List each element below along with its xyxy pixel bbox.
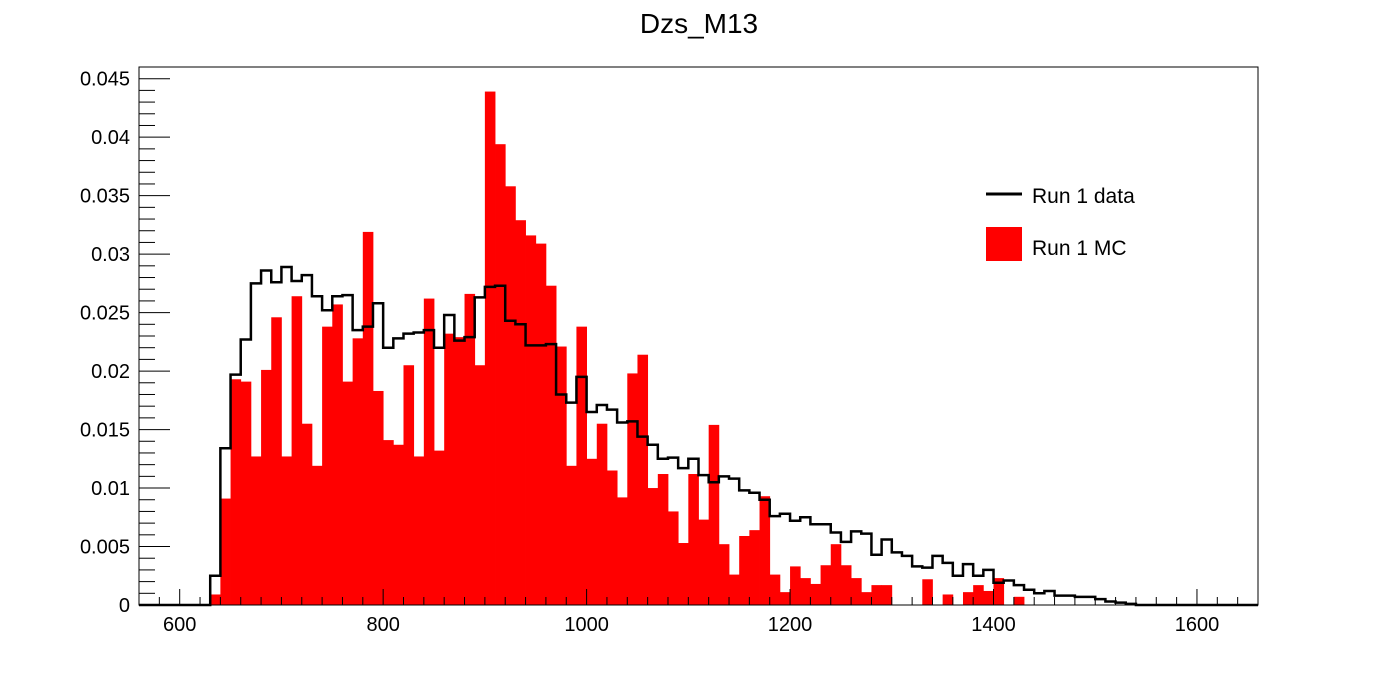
mc-bar <box>779 592 791 605</box>
mc-bar <box>647 488 659 605</box>
mc-bar <box>729 574 740 605</box>
mc-bar <box>678 543 689 605</box>
mc-bar <box>861 592 872 605</box>
legend: Run 1 data Run 1 MC <box>986 185 1135 261</box>
mc-bar <box>627 373 638 605</box>
mc-bar <box>261 369 272 605</box>
mc-bar <box>993 578 1005 605</box>
x-tick-label: 600 <box>163 614 196 636</box>
mc-bar <box>545 285 557 605</box>
legend-swatch-mc <box>986 227 1022 261</box>
mc-bar <box>515 220 526 605</box>
mc-bar <box>372 390 384 605</box>
legend-label-mc: Run 1 MC <box>1032 237 1127 260</box>
mc-bar <box>983 590 994 605</box>
mc-bar <box>871 585 883 605</box>
mc-bar <box>342 381 354 605</box>
mc-bar <box>556 346 567 605</box>
mc-bar <box>311 465 323 605</box>
mc-bar <box>505 186 516 605</box>
mc-bar <box>586 458 598 605</box>
mc-bar <box>840 565 852 605</box>
mc-bar <box>769 574 781 605</box>
mc-bar <box>851 578 862 605</box>
y-tick-label: 0.03 <box>91 244 130 266</box>
mc-bar <box>973 585 984 605</box>
mc-bar <box>576 326 587 605</box>
y-tick-label: 0.035 <box>80 186 130 208</box>
y-tick-label: 0.005 <box>80 537 130 559</box>
mc-bar <box>474 365 486 605</box>
legend-label-data: Run 1 data <box>1032 185 1135 208</box>
mc-bar <box>322 326 333 605</box>
mc-bar <box>820 565 832 605</box>
mc-bar <box>413 456 425 605</box>
mc-bar <box>484 91 496 606</box>
axes: 0 0.005 0.01 0.015 0.02 0.025 0.03 0.035 0.04 0.0… <box>80 66 1259 636</box>
y-tick-label: 0 <box>119 595 130 617</box>
mc-bar <box>301 423 313 605</box>
y-tick-label: 0.015 <box>80 420 130 442</box>
x-tick-label: 1400 <box>971 614 1016 636</box>
y-tick-label: 0.025 <box>80 303 130 325</box>
mc-bar <box>403 365 415 605</box>
mc-bar <box>922 579 933 605</box>
mc-bar <box>962 592 974 605</box>
mc-bar <box>617 497 628 605</box>
mc-bar <box>800 578 811 605</box>
mc-bar <box>210 594 221 605</box>
mc-bar <box>830 544 842 605</box>
x-tick-label: 800 <box>366 614 399 636</box>
mc-bar <box>657 474 669 605</box>
mc-bar <box>464 293 476 605</box>
y-tick-label: 0.02 <box>91 361 130 383</box>
mc-bar <box>942 594 954 605</box>
mc-bar <box>1013 596 1025 605</box>
x-tick-label: 1000 <box>564 614 609 636</box>
mc-bar <box>698 519 710 605</box>
mc-bar <box>444 333 455 605</box>
mc-bar <box>759 496 771 605</box>
mc-bar <box>423 298 435 605</box>
mc-bar <box>281 456 292 605</box>
mc-bar <box>240 381 252 605</box>
y-tick-label: 0.04 <box>91 127 130 149</box>
mc-bars <box>210 91 1025 606</box>
mc-bar <box>393 444 404 605</box>
mc-bar <box>790 566 801 605</box>
y-tick-label: 0.01 <box>91 478 130 500</box>
mc-bar <box>230 379 242 605</box>
y-tick-label: 0.045 <box>80 69 130 91</box>
mc-bar <box>535 243 547 605</box>
mc-bar <box>291 296 303 605</box>
mc-bar <box>739 535 750 605</box>
mc-bar <box>606 470 618 605</box>
mc-bar <box>637 354 649 605</box>
mc-bar <box>810 583 821 605</box>
mc-bar <box>362 231 374 605</box>
mc-bar <box>271 317 282 605</box>
mc-bar <box>881 585 893 605</box>
mc-bar <box>749 530 760 605</box>
mc-bar <box>667 511 679 605</box>
mc-bar <box>495 144 506 606</box>
mc-bar <box>566 465 577 605</box>
mc-bar <box>434 450 445 605</box>
mc-bar <box>688 474 699 605</box>
mc-bar <box>383 440 394 605</box>
mc-bar <box>454 337 465 605</box>
mc-bar <box>220 498 231 605</box>
x-tick-label: 1600 <box>1175 614 1220 636</box>
mc-bar <box>718 544 730 605</box>
x-tick-label: 1200 <box>768 614 813 636</box>
chart-title: Dzs_M13 <box>640 8 758 39</box>
mc-bar <box>708 424 720 605</box>
mc-bar <box>352 338 364 605</box>
mc-bar <box>332 304 343 605</box>
mc-bar <box>596 423 608 605</box>
data-series-line <box>139 265 1258 607</box>
mc-bar <box>250 456 262 605</box>
mc-bar <box>525 235 537 605</box>
